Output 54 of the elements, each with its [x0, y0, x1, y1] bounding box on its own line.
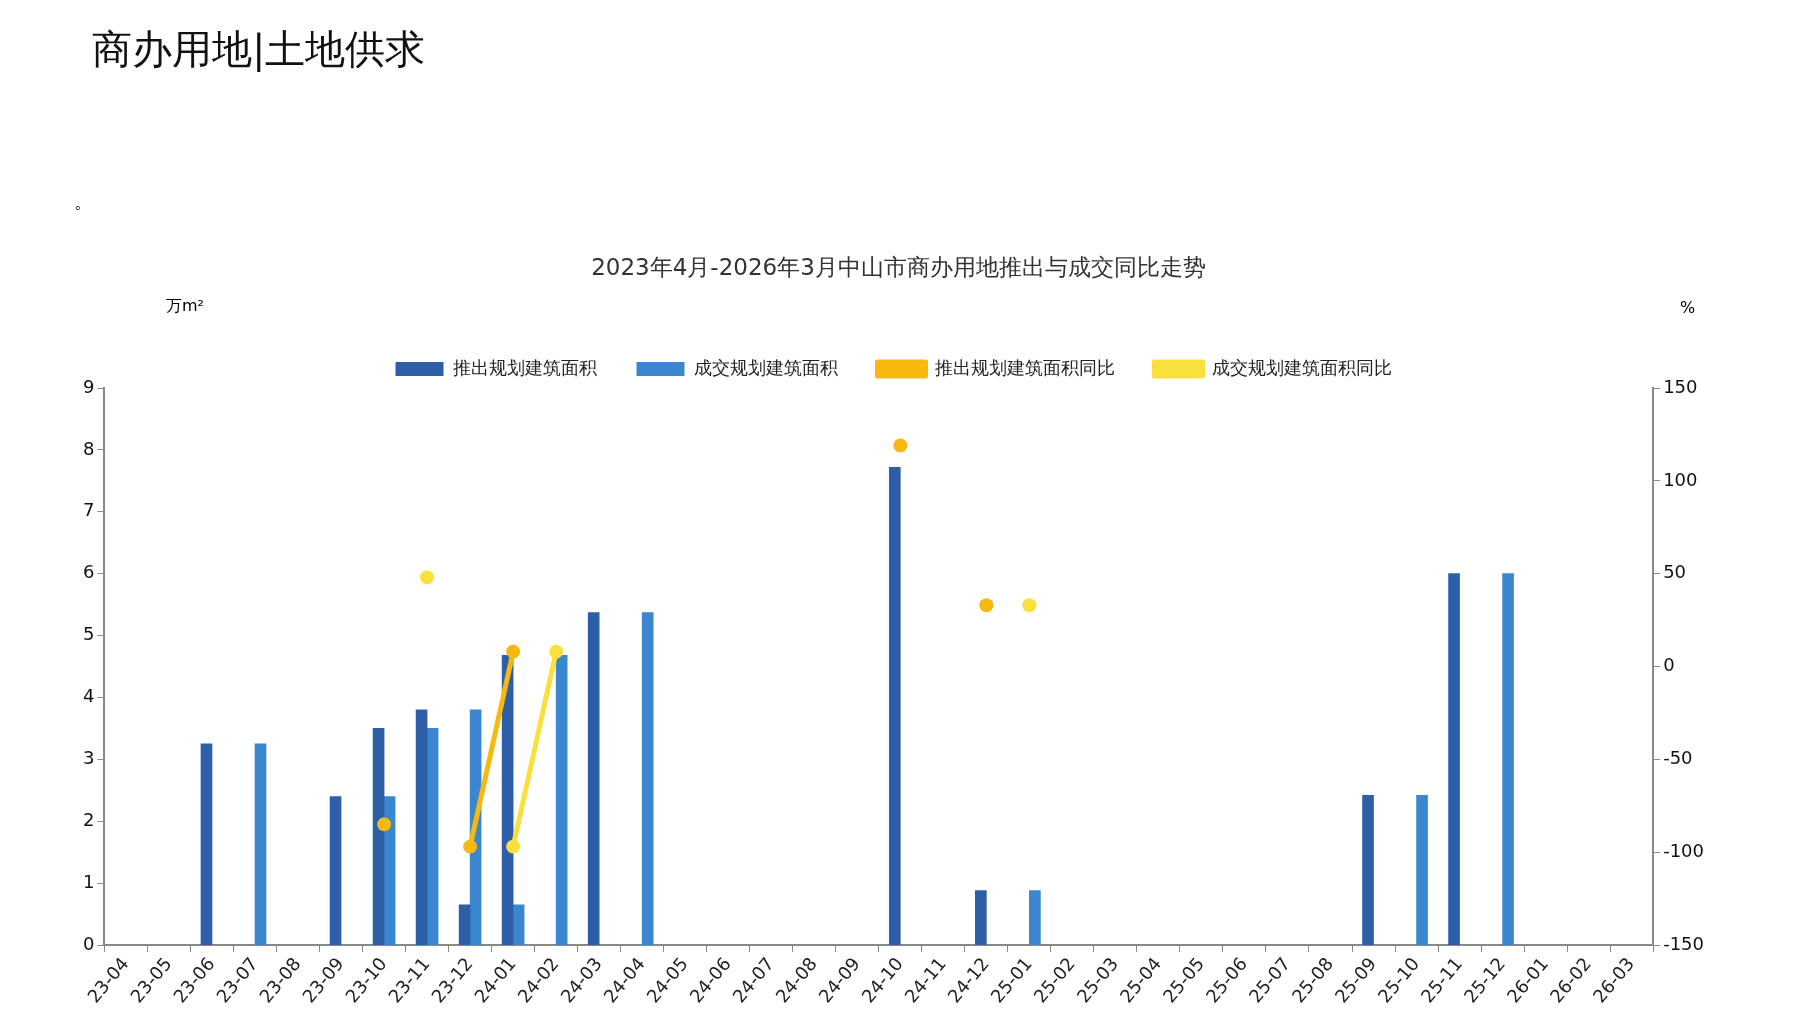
y-tick-label: 9 [83, 375, 95, 397]
bar [254, 743, 267, 945]
bar [641, 612, 654, 945]
bar [329, 796, 342, 945]
point [549, 644, 564, 659]
y-tick-label: 6 [83, 561, 95, 583]
chart-title: 商办用地|土地供求 [92, 25, 426, 74]
bar [426, 728, 439, 945]
bar [587, 612, 600, 945]
bar [415, 709, 428, 945]
bar [1362, 794, 1374, 945]
y2-tick-label: 50 [1663, 561, 1687, 583]
y-tick-label: 7 [83, 499, 95, 521]
y2-tick-label: 100 [1663, 468, 1698, 490]
y2-tick-label: 0 [1663, 654, 1675, 676]
point [377, 817, 392, 832]
text: 。 [74, 190, 92, 214]
bar [372, 728, 385, 945]
bar [1502, 573, 1514, 945]
y2-tick-label: -50 [1663, 747, 1693, 769]
legend-label: 推出规划建筑面积同比 [934, 356, 1115, 378]
point [979, 598, 994, 613]
bar [1416, 794, 1428, 945]
bar [888, 466, 901, 945]
bar [512, 904, 525, 945]
point [506, 839, 521, 854]
legend-label: 推出规划建筑面积 [452, 356, 597, 378]
legend-label: 成交规划建筑面积 [693, 356, 838, 378]
y2-tick-label: 150 [1663, 375, 1698, 397]
legend-label: 成交规划建筑面积同比 [1211, 356, 1392, 378]
bar [458, 904, 471, 945]
y2-tick-label: -100 [1663, 839, 1705, 861]
y-tick-label: 0 [83, 932, 95, 954]
bar [200, 743, 213, 945]
point [506, 644, 521, 659]
bar [1029, 890, 1041, 945]
y-tick-label: 3 [83, 747, 95, 769]
point [463, 839, 478, 854]
bar [975, 890, 987, 945]
bar [1448, 573, 1460, 945]
y2-axis-title: % [1680, 298, 1696, 317]
point [893, 438, 908, 453]
y2-tick-label: -150 [1663, 932, 1705, 954]
bar [383, 796, 396, 945]
y-axis-title: 万m² [166, 296, 204, 317]
bar [555, 655, 568, 945]
point [1022, 598, 1037, 613]
y-tick-label: 2 [83, 808, 95, 830]
y-tick-label: 4 [83, 685, 95, 707]
y-tick-label: 1 [83, 870, 95, 892]
chart-subtitle: 2023年4月-2026年3月中山市商办用地推出与成交同比走势 [590, 253, 1207, 282]
y-tick-label: 5 [83, 623, 95, 645]
y-tick-label: 8 [83, 437, 95, 459]
point [420, 570, 435, 585]
